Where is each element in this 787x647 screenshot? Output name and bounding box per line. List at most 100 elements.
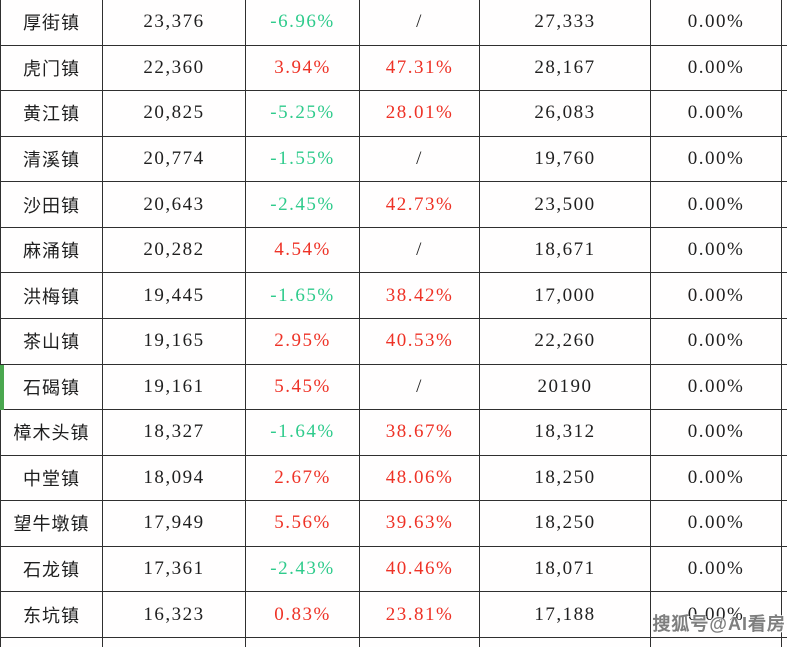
price-cell: 17,949	[103, 501, 246, 546]
daily-change-cell: 0.00%	[651, 410, 782, 455]
daily-change-cell: 0.00%	[651, 455, 782, 501]
town-cell: 厚街镇	[0, 0, 103, 45]
mom-change-cell: -1.55%	[246, 136, 360, 182]
town-cell: 清溪镇	[0, 136, 103, 182]
daily-change-cell: 0.00%	[651, 546, 782, 592]
daily-change-cell: 0.00%	[651, 45, 782, 91]
mom-change-cell: 2.95%	[246, 318, 360, 364]
table-row: 清溪镇 20,774 -1.55%/19,760 0.00%	[0, 136, 787, 183]
town-cell: 洪梅镇	[0, 273, 103, 318]
yoy-change-cell: /	[360, 0, 480, 45]
table-row: 樟木头镇 18,327 -1.64% 38.67% 18,312 0.00%	[0, 410, 787, 456]
price-cell: 19,165	[103, 318, 246, 364]
yoy-change-cell: 42.73%	[360, 182, 480, 227]
table-row: 望牛墩镇 17,949 5.56% 39.63% 18,250 0.00%	[0, 501, 787, 547]
reference-price-cell: 17,000	[480, 273, 651, 318]
table-edge-stub	[782, 228, 787, 273]
town-cell: 麻涌镇	[0, 227, 103, 273]
yoy-change-cell: 38.67%	[360, 410, 480, 455]
table-edge-stub	[782, 319, 787, 364]
mom-change-cell: 5.45%	[246, 364, 360, 410]
table-edge-stub	[782, 501, 787, 546]
town-cell: 沙田镇	[0, 182, 103, 227]
daily-change-cell: 0.00%	[651, 318, 782, 364]
reference-price-cell: 19,760	[480, 136, 651, 182]
mom-change-cell: -1.65%	[246, 273, 360, 318]
reference-price-cell: 22,260	[480, 318, 651, 364]
empty-cell	[0, 637, 103, 647]
table-row: 石龙镇 17,361 -2.43% 40.46% 18,071 0.00%	[0, 546, 787, 593]
reference-price-cell: 28,167	[480, 45, 651, 91]
table-row: 东坑镇 16,323 0.83% 23.81% 17,188 0.00%	[0, 592, 787, 638]
empty-cell	[360, 637, 480, 647]
table-row: 茶山镇 19,165 2.95% 40.53% 22,260 0.00%	[0, 318, 787, 365]
town-cell: 虎门镇	[0, 45, 103, 91]
yoy-change-cell: 47.31%	[360, 45, 480, 91]
price-cell: 20,643	[103, 182, 246, 227]
empty-cell	[651, 637, 782, 647]
table-edge-stub	[782, 365, 787, 410]
town-cell: 中堂镇	[0, 455, 103, 501]
table-row: 厚街镇 23,376 -6.96%/27,333 0.00%	[0, 0, 787, 46]
table-edge-stub	[782, 0, 787, 45]
town-cell: 东坑镇	[0, 592, 103, 637]
mom-change-cell: -1.64%	[246, 410, 360, 455]
reference-price-cell: 18,071	[480, 546, 651, 592]
empty-cell	[480, 637, 651, 647]
reference-price-cell: 18,250	[480, 455, 651, 501]
mom-change-cell: -6.96%	[246, 0, 360, 45]
reference-price-cell: 17,188	[480, 592, 651, 637]
table-row: 沙田镇 20,643 -2.45% 42.73% 23,500 0.00%	[0, 182, 787, 228]
price-cell: 20,282	[103, 227, 246, 273]
price-cell: 19,161	[103, 364, 246, 410]
town-cell: 樟木头镇	[0, 410, 103, 455]
price-cell: 20,774	[103, 136, 246, 182]
price-cell: 23,376	[103, 0, 246, 45]
mom-change-cell: -5.25%	[246, 91, 360, 136]
table-edge-stub	[782, 592, 787, 637]
daily-change-cell: 0.00%	[651, 273, 782, 318]
town-cell: 茶山镇	[0, 318, 103, 364]
town-cell: 石龙镇	[0, 546, 103, 592]
mom-change-cell: 5.56%	[246, 501, 360, 546]
reference-price-cell: 18,671	[480, 227, 651, 273]
daily-change-cell: 0.00%	[651, 227, 782, 273]
yoy-change-cell: 28.01%	[360, 91, 480, 136]
table-edge-stub	[782, 182, 787, 227]
daily-change-cell: 0.00%	[651, 592, 782, 637]
town-cell: 石碣镇	[0, 364, 103, 410]
reference-price-cell: 23,500	[480, 182, 651, 227]
table-edge-stub	[782, 46, 787, 91]
table-edge-stub	[782, 547, 787, 592]
table-edge-stub	[782, 410, 787, 455]
yoy-change-cell: /	[360, 136, 480, 182]
mom-change-cell: 4.54%	[246, 227, 360, 273]
price-cell: 17,361	[103, 546, 246, 592]
table-row: 虎门镇 22,360 3.94% 47.31% 28,167 0.00%	[0, 45, 787, 92]
table-edge-stub	[782, 91, 787, 136]
yoy-change-cell: 40.46%	[360, 546, 480, 592]
daily-change-cell: 0.00%	[651, 136, 782, 182]
reference-price-cell: 26,083	[480, 91, 651, 136]
empty-cell	[103, 637, 246, 647]
daily-change-cell: 0.00%	[651, 501, 782, 546]
yoy-change-cell: 38.42%	[360, 273, 480, 318]
yoy-change-cell: /	[360, 227, 480, 273]
mom-change-cell: 3.94%	[246, 45, 360, 91]
reference-price-cell: 18,250	[480, 501, 651, 546]
table-row: 中堂镇 18,094 2.67% 48.06% 18,250 0.00%	[0, 455, 787, 502]
daily-change-cell: 0.00%	[651, 0, 782, 45]
yoy-change-cell: 23.81%	[360, 592, 480, 637]
table-row: 石碣镇 19,161 5.45%/20190 0.00%	[0, 364, 787, 411]
table-row: 黄江镇 20,825 -5.25% 28.01% 26,083 0.00%	[0, 91, 787, 137]
yoy-change-cell: /	[360, 364, 480, 410]
table-edge-stub	[782, 137, 787, 182]
town-cell: 望牛墩镇	[0, 501, 103, 546]
table-edge-stub	[782, 638, 787, 647]
reference-price-cell: 20190	[480, 364, 651, 410]
daily-change-cell: 0.00%	[651, 364, 782, 410]
reference-price-cell: 27,333	[480, 0, 651, 45]
mom-change-cell: -2.43%	[246, 546, 360, 592]
mom-change-cell: 0.83%	[246, 592, 360, 637]
